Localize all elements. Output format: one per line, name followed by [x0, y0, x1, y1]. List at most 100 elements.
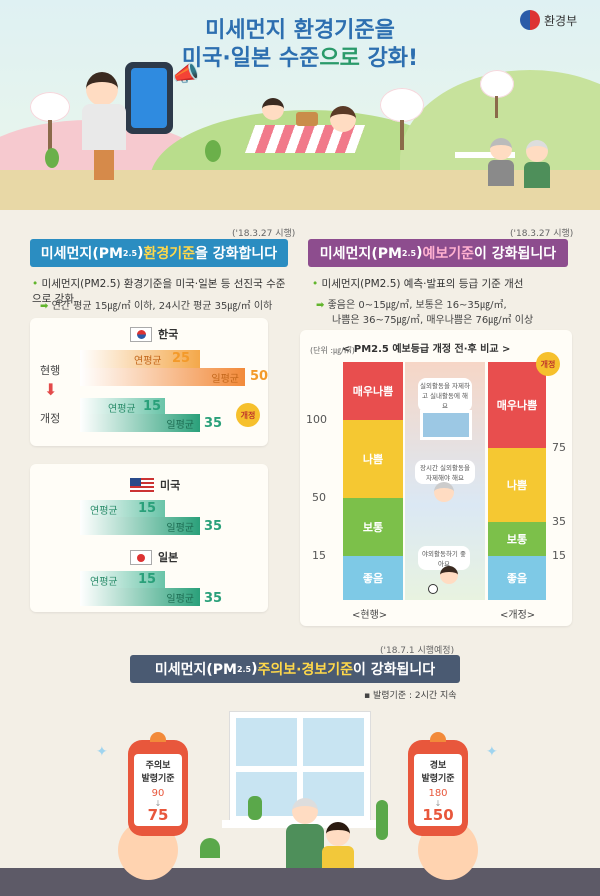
- korea-revised-daily-value: 35: [204, 416, 223, 431]
- usa-flag-icon: [130, 477, 154, 493]
- cactus-icon: [376, 800, 388, 840]
- right-bullet-1: • 미세먼지(PM2.5) 예측·발표의 등급 기준 개선: [312, 278, 524, 290]
- revised-tick-75: 75: [552, 441, 566, 454]
- usa-annual-value: 15: [138, 501, 157, 516]
- japan-daily-bar: 일평균: [80, 588, 200, 606]
- soccer-ball-icon: [428, 584, 438, 594]
- revised-very-bad-band: 매우나쁨: [488, 362, 546, 448]
- warning-phone: 주의보 발령기준 90 ↓ 75: [128, 740, 188, 836]
- shrub-icon: [45, 148, 59, 168]
- korea-current-annual-bar: 연평균: [80, 350, 200, 368]
- bottom-effective-date: ('18.7.1 시행예정): [380, 646, 455, 656]
- left-section-header: 미세먼지(PM 2.5) 환경기준 을 강화합니다: [30, 239, 288, 267]
- warning-criteria-label: 발령기준: [141, 774, 175, 784]
- hero-title-line1: 미세먼지 환경기준을: [205, 18, 395, 43]
- person-legs: [94, 150, 114, 180]
- warning-label: 주의보: [145, 761, 171, 771]
- korea-flag-icon: [130, 326, 152, 342]
- left-bullet-2: ➡ 연간 평균 15㎍/㎥ 이하, 24시간 평균 35㎍/㎥ 이하: [40, 301, 273, 312]
- korea-current-annual-value: 25: [172, 351, 191, 366]
- basket-icon: [296, 112, 318, 126]
- child-head: [262, 98, 284, 120]
- grandfather-icon: [292, 798, 318, 824]
- current-tick-50: 50: [312, 491, 326, 504]
- revised-badge-icon: 개정: [536, 352, 560, 376]
- plant-icon: [200, 838, 220, 858]
- shrub-icon: [205, 140, 221, 162]
- smartphone-illustration: [125, 62, 173, 134]
- current-tick-100: 100: [306, 413, 327, 426]
- current-very-bad-band: 매우나쁨: [343, 362, 403, 420]
- usa-heading: 미국: [130, 477, 180, 493]
- left-bullet-1: • 미세먼지(PM2.5) 환경기준을 미국·일본 등 선진국 수준으로 강화: [32, 278, 286, 305]
- grandmother-head: [490, 138, 512, 160]
- japan-annual-bar: 연평균: [80, 571, 165, 589]
- note-very-bad: 실외활동을 자제하고 실내활동에 해요: [418, 378, 472, 412]
- label-current: 현행: [40, 364, 61, 377]
- window-icon: [420, 410, 472, 440]
- mother-head: [330, 106, 356, 132]
- grandfather-head: [526, 140, 548, 162]
- revised-good-band: 좋음: [488, 556, 546, 600]
- usa-annual-bar: 연평균: [80, 500, 165, 518]
- korea-revised-daily-bar: 일평균: [80, 414, 200, 432]
- revised-label: <개정>: [500, 610, 536, 621]
- ministry-name: 환경부: [544, 13, 578, 28]
- hero-title-line2: 미국·일본 수준으로 강화!: [181, 46, 419, 71]
- siren-icon: [150, 732, 166, 742]
- alert-criteria-label: 발령기준: [421, 774, 455, 784]
- japan-annual-value: 15: [138, 572, 157, 587]
- blossom-tree-icon: [480, 70, 514, 98]
- sparkle-icon: ✦: [486, 744, 498, 760]
- hero-banner: 미세먼지 환경기준을 미국·일본 수준으로 강화! 환경부 📣: [0, 0, 600, 210]
- ministry-logo: 환경부: [520, 10, 577, 30]
- unit-label: (단위 :㎍/㎥): [310, 346, 355, 355]
- usa-daily-bar: 일평균: [80, 517, 200, 535]
- japan-heading: 일본: [130, 549, 178, 565]
- revised-badge-icon: 개정: [236, 403, 260, 427]
- right-effective-date: ('18.3.27 시행): [510, 229, 574, 239]
- left-effective-date: ('18.3.27 시행): [232, 229, 296, 239]
- current-good-band: 좋음: [343, 556, 403, 600]
- right-bullet-2: ➡ 좋음은 0~15㎍/㎥, 보통은 16~35㎍/㎥,: [316, 300, 507, 311]
- taegeuk-icon: [520, 10, 540, 30]
- megaphone-icon: 📣: [172, 62, 200, 87]
- child-icon: [440, 566, 458, 584]
- bottom-section-header: 미세먼지(PM 2.5) 주의보·경보기준 이 강화됩니다: [130, 655, 460, 683]
- current-bad-band: 나쁨: [343, 420, 403, 498]
- alert-phone: 경보 발령기준 180 ↓ 150: [408, 740, 468, 836]
- korea-current-daily-bar: 일평균: [80, 368, 245, 386]
- label-revised: 개정: [40, 412, 61, 425]
- arrow-down-icon: ⬇: [44, 380, 58, 399]
- girl-icon: [326, 822, 350, 846]
- current-label: <현행>: [352, 610, 388, 621]
- bench: [455, 152, 515, 158]
- japan-daily-value: 35: [204, 591, 223, 606]
- korea-current-daily-value: 50: [250, 369, 269, 384]
- right-section-header: 미세먼지(PM 2.5) 예보기준 이 강화됩니다: [308, 239, 568, 267]
- person-body: [82, 104, 126, 150]
- right-bullet-3: 나쁨은 36~75㎍/㎥, 매우나쁨은 76㎍/㎥ 이상: [332, 315, 534, 326]
- note-bad: 장시간 실외활동을 자제해야 해요: [415, 460, 475, 484]
- revised-bad-band: 나쁨: [488, 448, 546, 522]
- cactus-icon: [248, 796, 262, 820]
- alert-old-value: 180: [428, 788, 448, 799]
- forecast-chart-title: < PM2.5 예보등급 개정 전·후 비교 >: [342, 344, 511, 355]
- revised-tick-15: 15: [552, 549, 566, 562]
- korea-revised-annual-bar: 연평균: [80, 398, 165, 416]
- alert-label: 경보: [429, 761, 447, 771]
- current-normal-band: 보통: [343, 498, 403, 556]
- revised-tick-35: 35: [552, 515, 566, 528]
- usa-daily-value: 35: [204, 519, 223, 534]
- japan-flag-icon: [130, 549, 152, 565]
- person-head: [86, 72, 118, 106]
- korea-revised-annual-value: 15: [143, 399, 162, 414]
- blossom-tree-icon: [30, 92, 70, 122]
- warning-new-value: 75: [147, 806, 169, 824]
- korea-heading: 한국: [130, 326, 178, 342]
- elderly-icon: [434, 482, 454, 502]
- sparkle-icon: ✦: [96, 744, 108, 760]
- current-tick-15: 15: [312, 549, 326, 562]
- siren-icon: [430, 732, 446, 742]
- bottom-bullet: ▪ 발령기준 : 2시간 지속: [364, 691, 457, 701]
